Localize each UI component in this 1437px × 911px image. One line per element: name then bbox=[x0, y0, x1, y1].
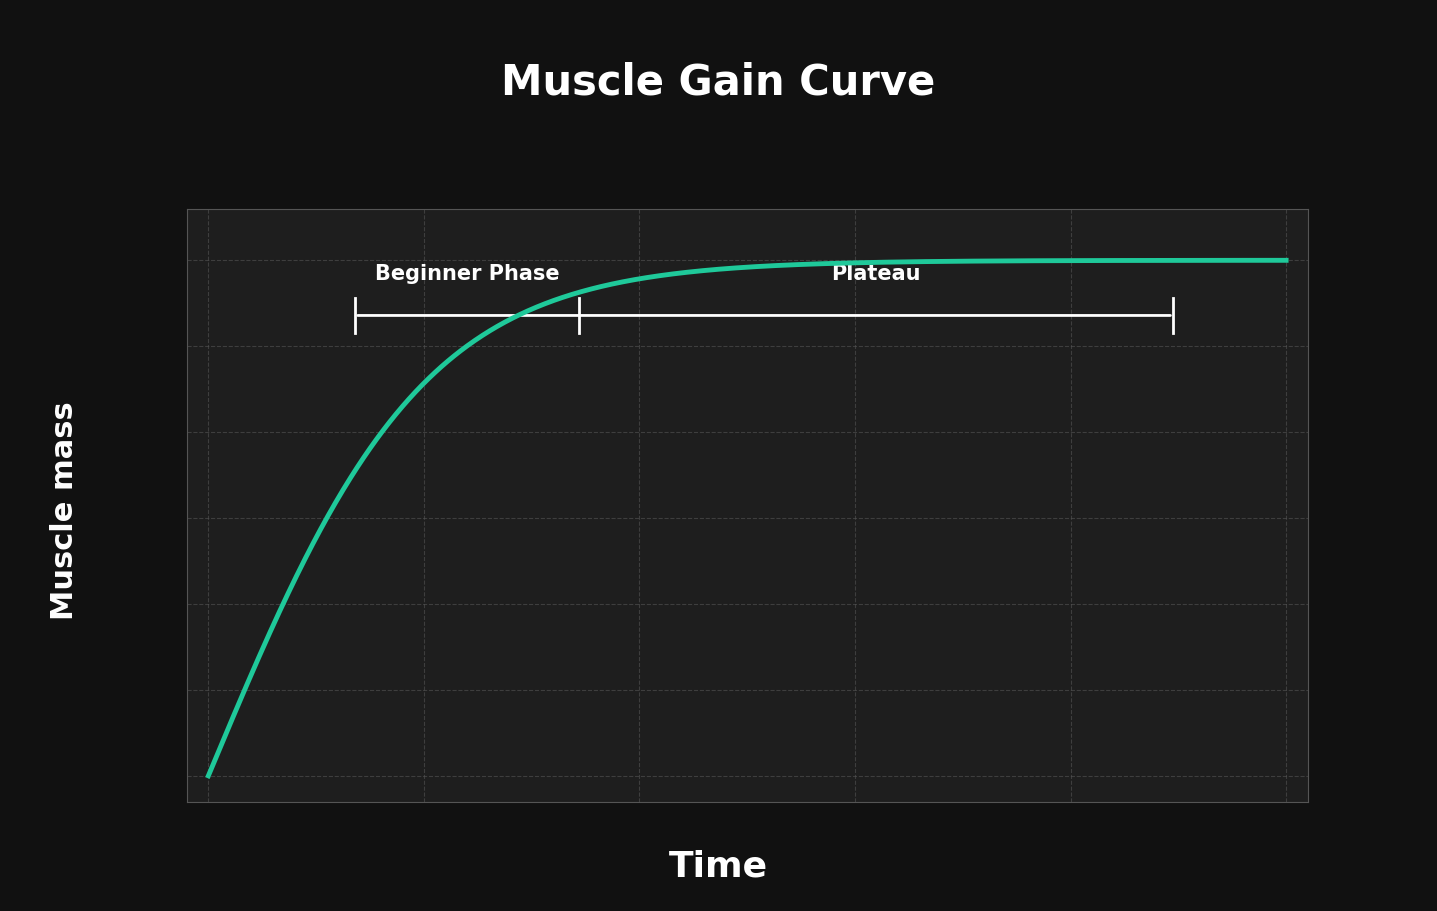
Text: Time: Time bbox=[670, 848, 767, 883]
Text: Beginner Phase: Beginner Phase bbox=[375, 263, 559, 283]
Text: Plateau: Plateau bbox=[832, 263, 921, 283]
Text: Muscle mass: Muscle mass bbox=[50, 401, 79, 619]
Text: Muscle Gain Curve: Muscle Gain Curve bbox=[502, 61, 935, 103]
